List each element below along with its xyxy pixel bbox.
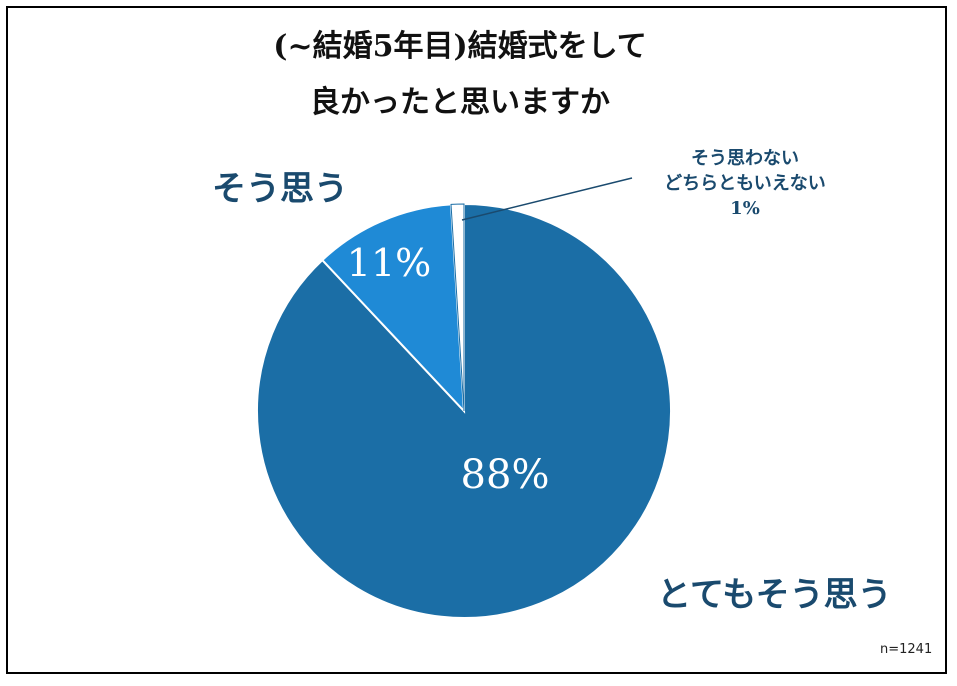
category-label-soomou: そう思う [212, 169, 348, 209]
leader-line [461, 177, 633, 221]
slice-other [450, 203, 465, 412]
category-label-totemo: とてもそう思う [657, 575, 892, 615]
chart-title-line-1: (~結婚5年目)結婚式をして [273, 29, 647, 64]
sample-size-note: n=1241 [880, 642, 933, 657]
slice-soomou [320, 203, 466, 414]
other-label-pct: 1% [730, 198, 760, 219]
slice-label-11: 11% [347, 241, 431, 285]
category-label-other: そう思わない どちらともいえない 1% [625, 146, 865, 221]
slice-label-88: 88% [461, 452, 550, 498]
chart-title-line-2: 良かったと思いますか [310, 85, 610, 120]
chart-frame [6, 6, 947, 674]
other-label-line-2: どちらともいえない [664, 173, 826, 194]
other-label-line-1: そう思わない [691, 148, 799, 169]
slice-totemo [256, 202, 672, 619]
